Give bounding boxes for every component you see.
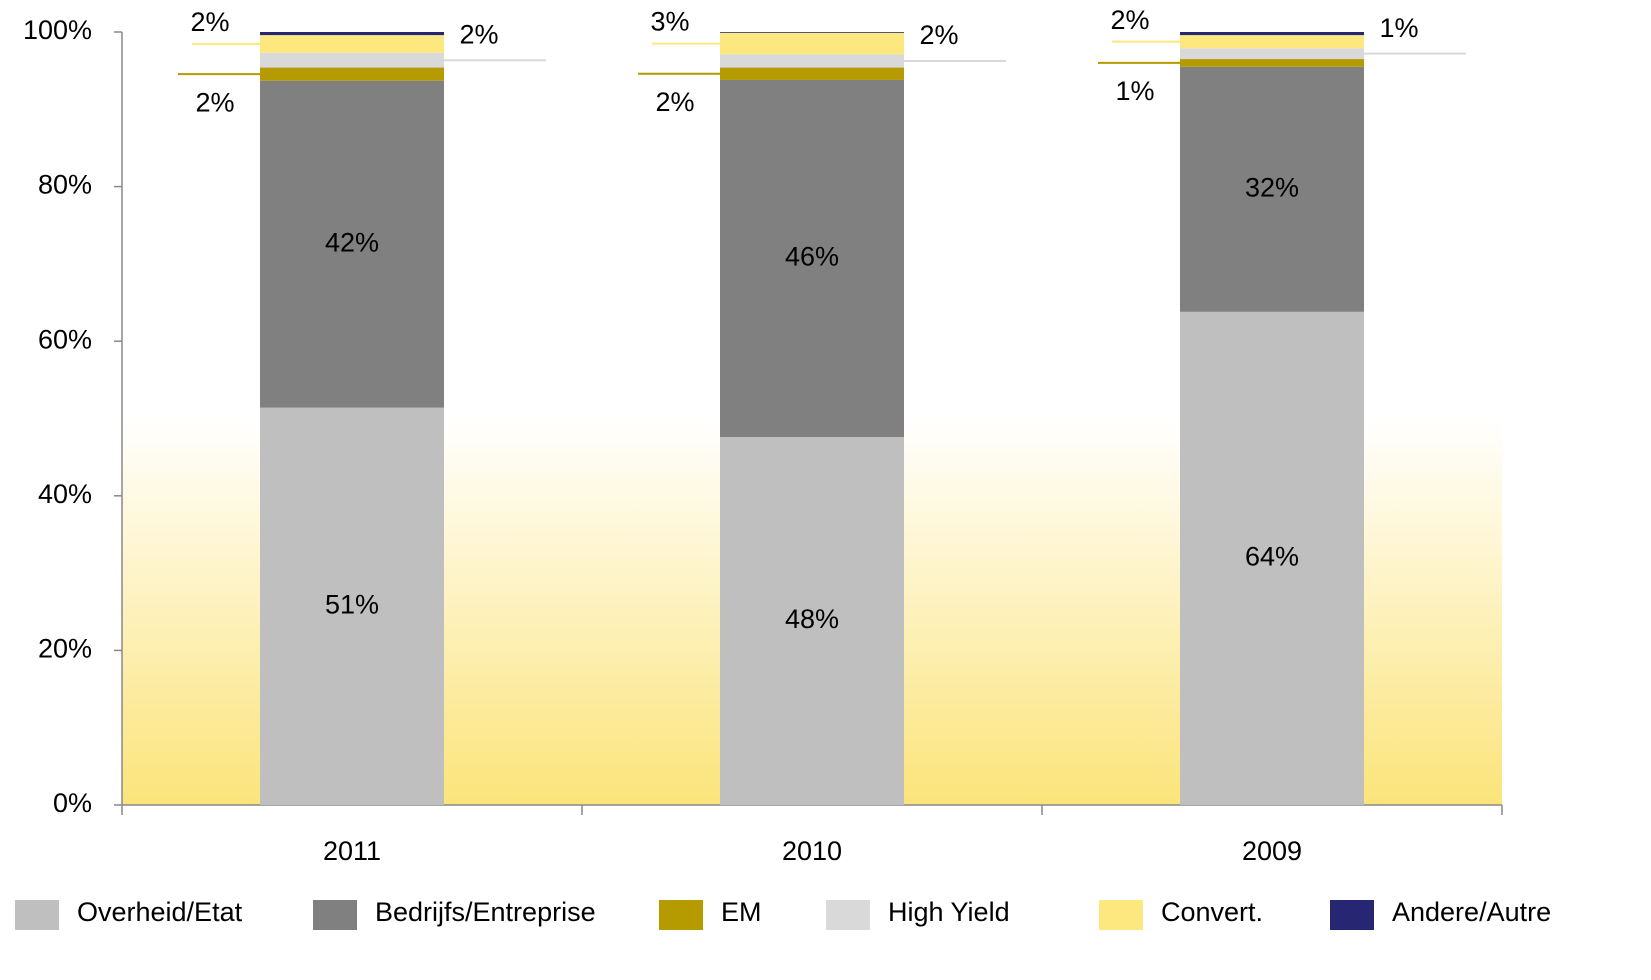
data-label: 2% xyxy=(459,19,498,49)
y-tick-label: 80% xyxy=(38,170,92,200)
data-label: 1% xyxy=(1115,76,1154,106)
bar-segment xyxy=(720,32,904,55)
legend-label: High Yield xyxy=(888,897,1010,927)
data-label: 2% xyxy=(655,87,694,117)
data-label: 46% xyxy=(785,242,839,272)
legend-swatch xyxy=(15,900,59,930)
bar-segment xyxy=(720,437,904,805)
legend-swatch xyxy=(313,900,357,930)
bar-segment xyxy=(260,67,444,81)
legend-swatch xyxy=(1099,900,1143,930)
x-tick-label: 2010 xyxy=(782,836,842,866)
legend-label: EM xyxy=(721,897,762,927)
data-label: 32% xyxy=(1245,172,1299,202)
bar-segment xyxy=(260,52,444,68)
legend-swatch xyxy=(1330,900,1374,930)
data-label: 1% xyxy=(1379,13,1418,43)
bar-segment xyxy=(720,79,904,438)
x-tick-label: 2011 xyxy=(323,836,381,866)
data-label: 2% xyxy=(195,87,234,117)
bar-segment xyxy=(260,407,444,805)
data-label: 48% xyxy=(785,604,839,634)
bar-segment xyxy=(720,67,904,80)
legend-label: Bedrijfs/Entreprise xyxy=(375,897,596,927)
bar-segment xyxy=(260,32,444,36)
legend-label: Andere/Autre xyxy=(1392,897,1551,927)
data-label: 2% xyxy=(190,7,229,37)
legend-label: Overheid/Etat xyxy=(77,897,243,927)
y-tick-label: 60% xyxy=(38,324,92,354)
y-tick-label: 0% xyxy=(53,788,92,818)
data-label: 51% xyxy=(325,589,379,619)
bar-segment xyxy=(1180,59,1364,67)
y-tick-label: 40% xyxy=(38,479,92,509)
data-label: 3% xyxy=(650,7,689,37)
bar-segment xyxy=(1180,48,1364,60)
data-label: 2% xyxy=(1110,5,1149,35)
bar-segment xyxy=(720,54,904,68)
x-tick-label: 2009 xyxy=(1242,836,1302,866)
legend-swatch xyxy=(659,900,703,930)
legend-swatch xyxy=(826,900,870,930)
bar-segment xyxy=(720,32,904,33)
data-label: 64% xyxy=(1245,542,1299,572)
bar-segment xyxy=(260,80,444,408)
bar-segment xyxy=(260,35,444,53)
bar-segment xyxy=(1180,32,1364,36)
y-tick-label: 20% xyxy=(38,634,92,664)
bar-segment xyxy=(1180,311,1364,805)
y-tick-label: 100% xyxy=(23,15,92,45)
bar-segment xyxy=(1180,66,1364,312)
legend-label: Convert. xyxy=(1161,897,1263,927)
bar-segment xyxy=(1180,35,1364,49)
data-label: 42% xyxy=(325,227,379,257)
data-label: 2% xyxy=(919,20,958,50)
